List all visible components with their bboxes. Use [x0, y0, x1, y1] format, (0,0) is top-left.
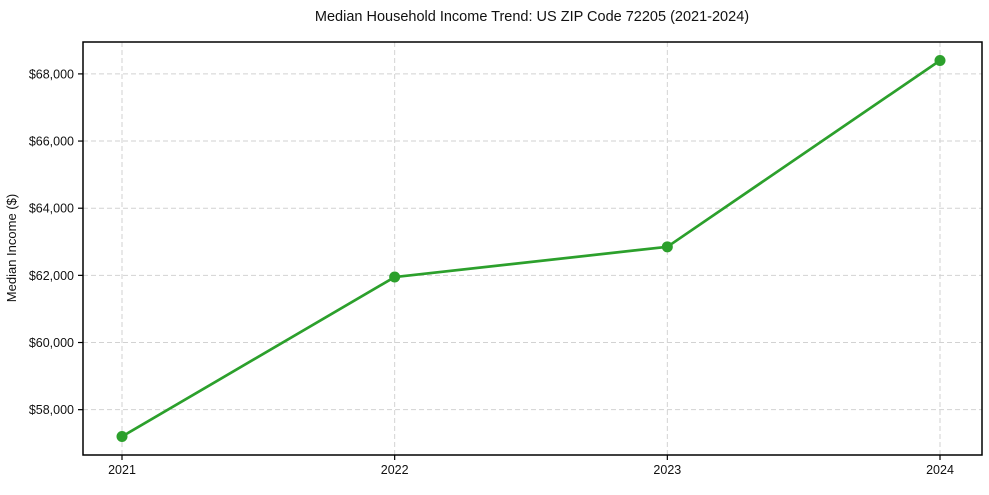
- y-tick-label: $60,000: [29, 336, 74, 350]
- axes: $58,000 $60,000 $62,000 $64,000 $66,000 $68,0…: [29, 41, 983, 477]
- gridlines: [83, 42, 982, 455]
- y-tick-label: $64,000: [29, 202, 74, 216]
- y-tick-label: $66,000: [29, 135, 74, 149]
- x-tick-label: 2022: [381, 463, 409, 477]
- data-point-2021: [116, 431, 128, 443]
- y-axis-label: Median Income ($): [4, 194, 19, 302]
- y-tick-label: $62,000: [29, 269, 74, 283]
- y-tick-label: $58,000: [29, 403, 74, 417]
- x-tick-label: 2024: [926, 463, 954, 477]
- y-tick-label: $68,000: [29, 67, 74, 81]
- chart-title: Median Household Income Trend: US ZIP Co…: [315, 9, 749, 25]
- data-point-2023: [661, 241, 673, 253]
- trend-line: [120, 59, 942, 438]
- x-tick-label: 2023: [653, 463, 681, 477]
- plot-border: [82, 41, 983, 456]
- data-point-2024: [934, 54, 946, 66]
- series-layer: [116, 54, 946, 443]
- data-point-2022: [389, 271, 401, 283]
- x-tick-label: 2021: [108, 463, 136, 477]
